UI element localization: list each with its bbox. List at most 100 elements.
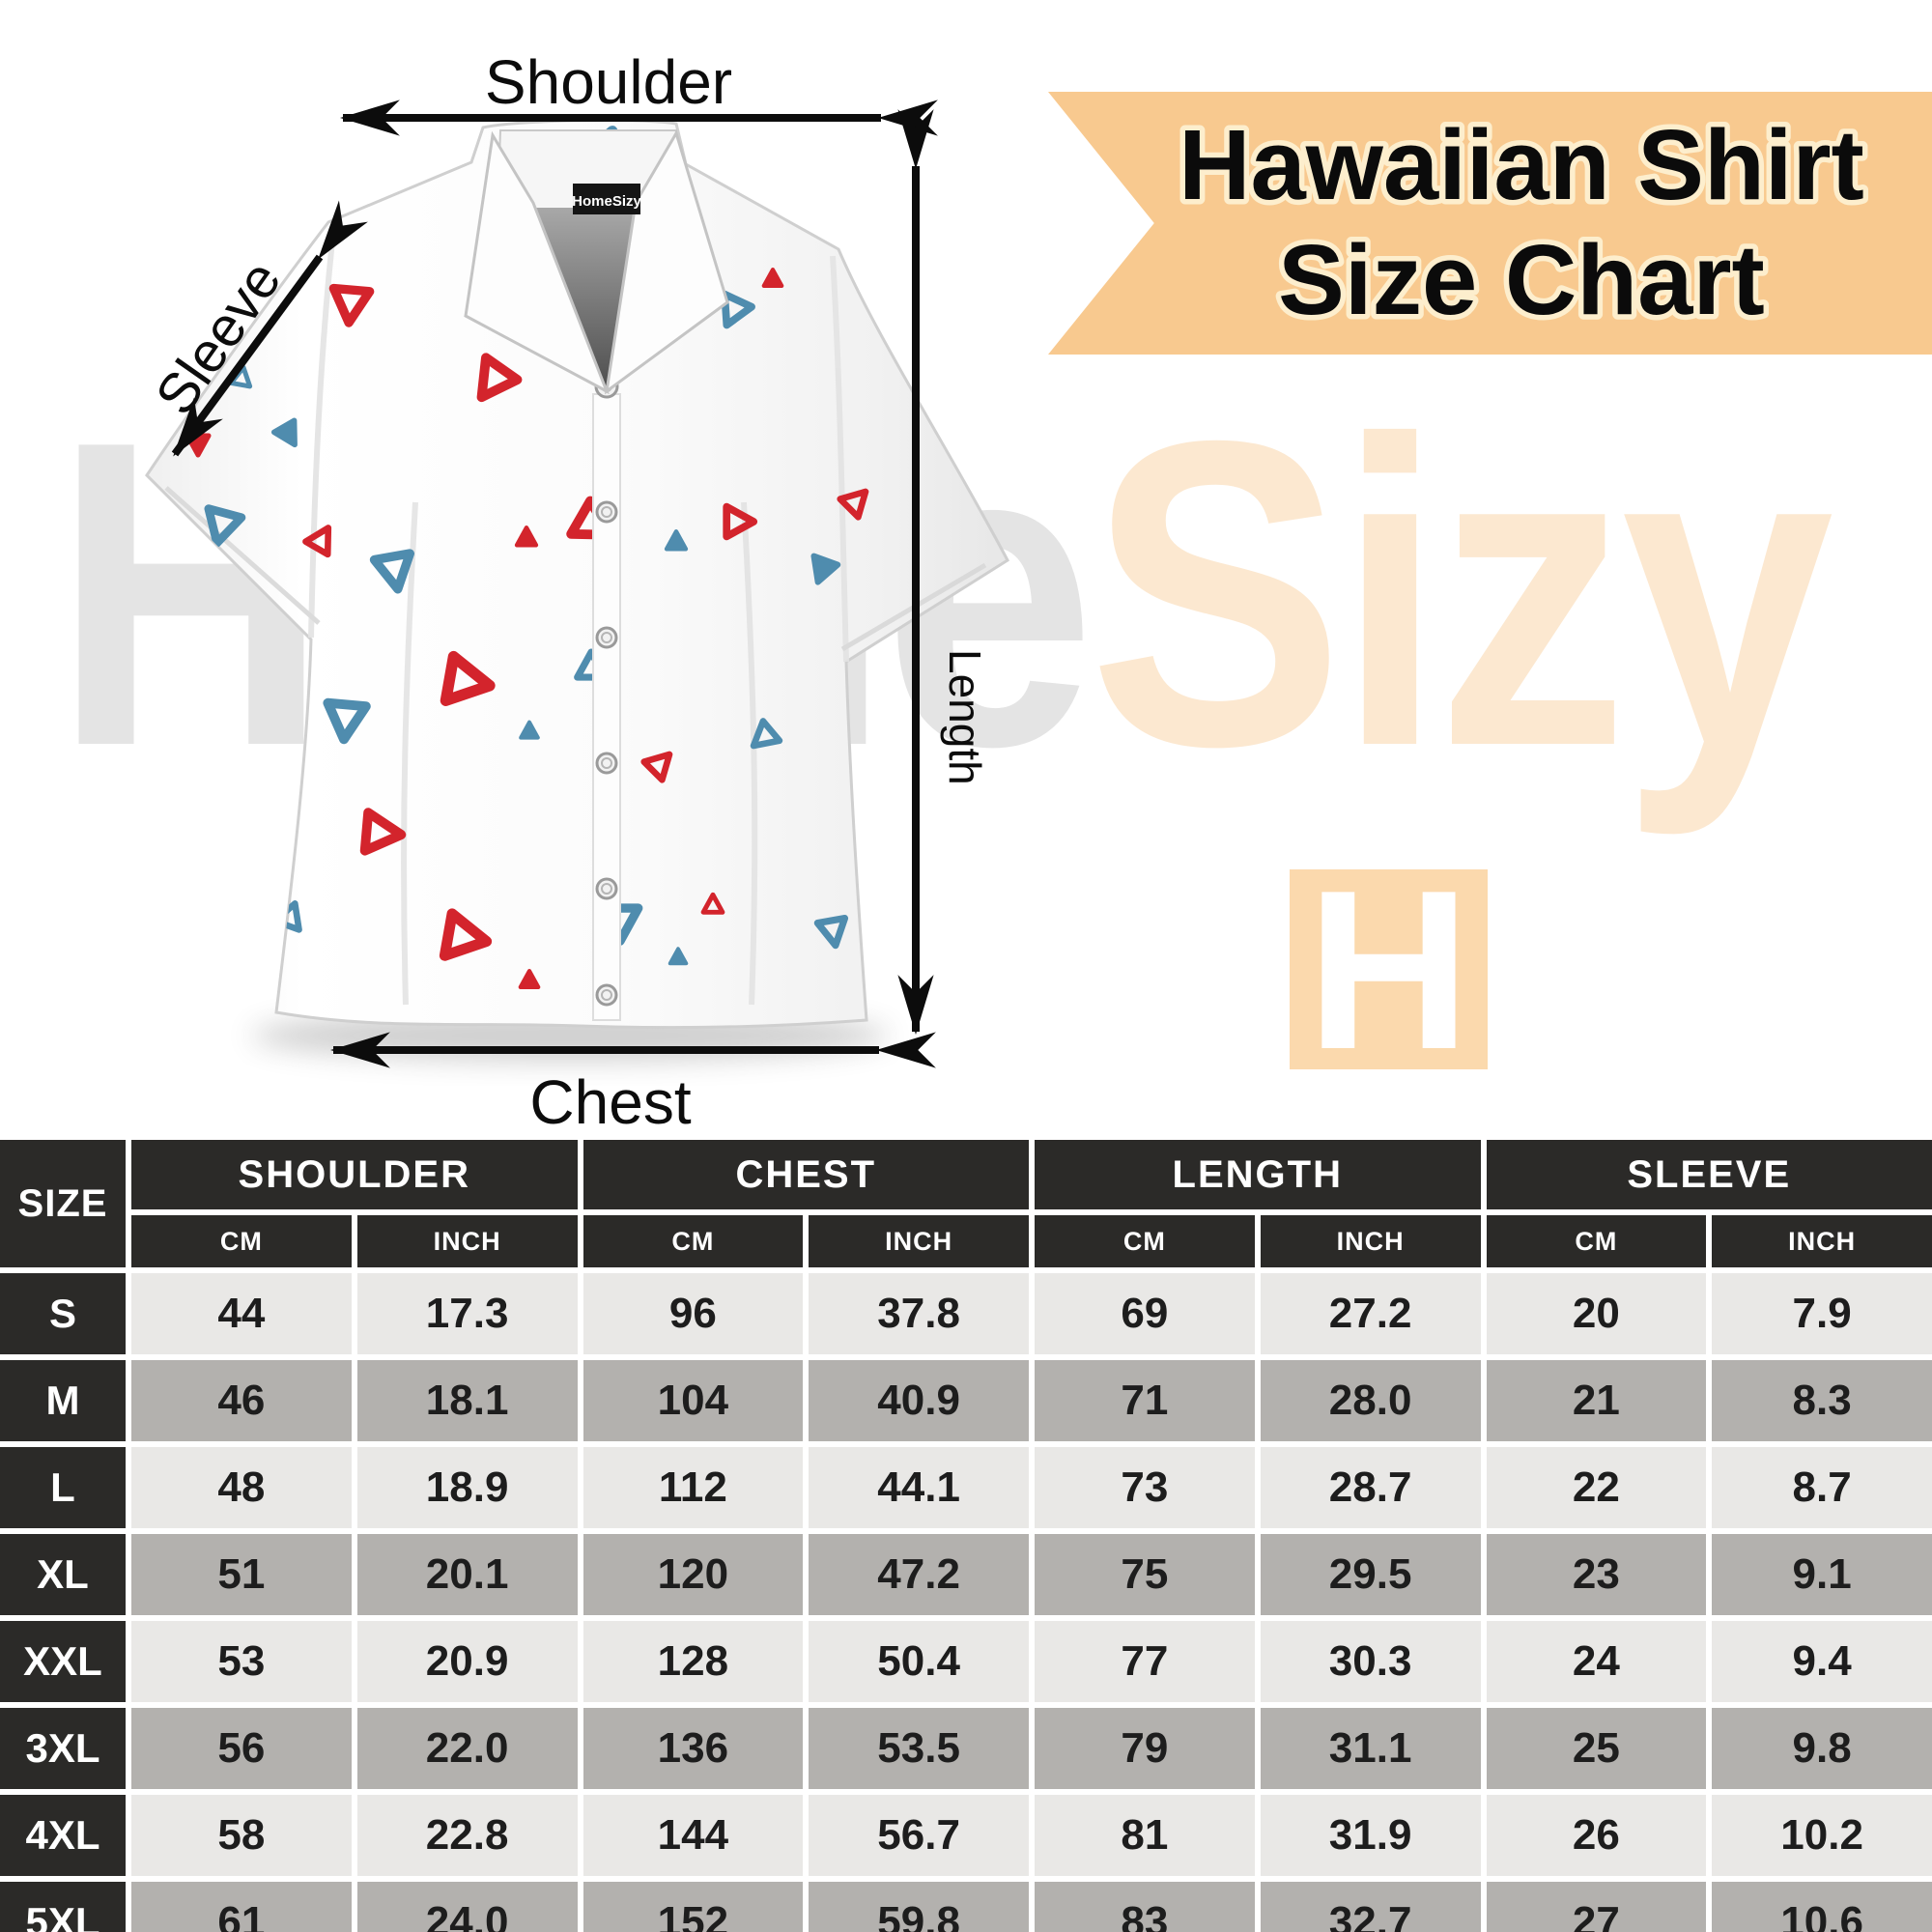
table-cell: 37.8 [809,1273,1029,1354]
table-cell: 44 [131,1273,352,1354]
table-cell: 136 [582,1708,804,1789]
group-header-chest: CHEST [582,1140,1029,1209]
table-cell: 17.3 [356,1273,578,1354]
collar-tag-label: HomeSizy [572,193,641,210]
table-cell: 20.1 [356,1534,578,1615]
table-cell: 8.7 [1712,1447,1932,1528]
table-cell: 30.3 [1260,1621,1481,1702]
table-cell: 31.1 [1260,1708,1481,1789]
table-cell: 47.2 [809,1534,1029,1615]
table-cell: 24.0 [356,1882,578,1932]
table-cell: 28.0 [1260,1360,1481,1441]
table-cell: 71 [1035,1360,1255,1441]
table-cell: 9.4 [1712,1621,1932,1702]
table-cell: 59.8 [809,1882,1029,1932]
table-cell: 69 [1035,1273,1255,1354]
table-cell: 50.4 [809,1621,1029,1702]
size-table: SIZE SHOULDER CHEST LENGTH SLEEVE CM INC… [0,1140,1932,1932]
unit-header: CM [1486,1215,1707,1267]
table-cell: 22.0 [356,1708,578,1789]
table-cell: 22 [1486,1447,1707,1528]
table-cell: 83 [1035,1882,1255,1932]
table-cell: 96 [582,1273,804,1354]
table-cell: 128 [582,1621,804,1702]
table-cell: 21 [1486,1360,1707,1441]
table-cell: 73 [1035,1447,1255,1528]
unit-header: CM [131,1215,352,1267]
collar-tag [573,184,640,214]
row-label: XXL [0,1621,126,1702]
table-cell: 18.9 [356,1447,578,1528]
table-cell: 56.7 [809,1795,1029,1876]
table-cell: 10.2 [1712,1795,1932,1876]
table-cell: 8.3 [1712,1360,1932,1441]
unit-header: INCH [809,1215,1029,1267]
size-column-header: SIZE [0,1140,126,1267]
table-cell: 152 [582,1882,804,1932]
table-cell: 26 [1486,1795,1707,1876]
brand-h-letter: H [1306,842,1471,1096]
banner-title-line2: Size Chart [1278,224,1765,335]
row-label: L [0,1447,126,1528]
row-label: XL [0,1534,126,1615]
title-banner: Hawaiian Shirt Size Chart [1048,92,1932,355]
table-cell: 53 [131,1621,352,1702]
table-cell: 32.7 [1260,1882,1481,1932]
unit-header: INCH [1260,1215,1481,1267]
table-cell: 27.2 [1260,1273,1481,1354]
table-cell: 18.1 [356,1360,578,1441]
table-cell: 51 [131,1534,352,1615]
row-label: S [0,1273,126,1354]
table-cell: 144 [582,1795,804,1876]
banner-title-line1: Hawaiian Shirt [1179,109,1864,220]
unit-header: INCH [356,1215,578,1267]
table-cell: 44.1 [809,1447,1029,1528]
table-cell: 20 [1486,1273,1707,1354]
group-header-sleeve: SLEEVE [1486,1140,1932,1209]
table-cell: 112 [582,1447,804,1528]
table-cell: 58 [131,1795,352,1876]
table-cell: 23 [1486,1534,1707,1615]
table-cell: 25 [1486,1708,1707,1789]
shoulder-label: Shoulder [484,47,733,117]
brand-h-badge: H [1290,856,1488,1083]
table-cell: 31.9 [1260,1795,1481,1876]
table-cell: 79 [1035,1708,1255,1789]
unit-header: CM [582,1215,804,1267]
table-cell: 9.8 [1712,1708,1932,1789]
table-cell: 29.5 [1260,1534,1481,1615]
row-label: 5XL [0,1882,126,1932]
shirt-shadow [251,1010,889,1061]
table-cell: 22.8 [356,1795,578,1876]
row-label: 4XL [0,1795,126,1876]
table-cell: 48 [131,1447,352,1528]
table-cell: 104 [582,1360,804,1441]
table-cell: 7.9 [1712,1273,1932,1354]
watermark-gray-part: Home [53,352,1095,837]
table-cell: 77 [1035,1621,1255,1702]
length-label: Length [940,649,990,785]
chest-label: Chest [529,1067,692,1137]
table-cell: 9.1 [1712,1534,1932,1615]
table-cell: 56 [131,1708,352,1789]
row-label: M [0,1360,126,1441]
table-cell: 75 [1035,1534,1255,1615]
unit-header: INCH [1712,1215,1932,1267]
table-cell: 24 [1486,1621,1707,1702]
table-cell: 27 [1486,1882,1707,1932]
row-label: 3XL [0,1708,126,1789]
table-cell: 46 [131,1360,352,1441]
table-cell: 120 [582,1534,804,1615]
table-cell: 53.5 [809,1708,1029,1789]
table-cell: 81 [1035,1795,1255,1876]
watermark-accent-part: Sizy [1089,352,1833,837]
table-cell: 28.7 [1260,1447,1481,1528]
table-cell: 61 [131,1882,352,1932]
group-header-length: LENGTH [1035,1140,1481,1209]
table-cell: 40.9 [809,1360,1029,1441]
group-header-shoulder: SHOULDER [131,1140,578,1209]
table-cell: 20.9 [356,1621,578,1702]
table-cell: 10.6 [1712,1882,1932,1932]
unit-header: CM [1035,1215,1255,1267]
